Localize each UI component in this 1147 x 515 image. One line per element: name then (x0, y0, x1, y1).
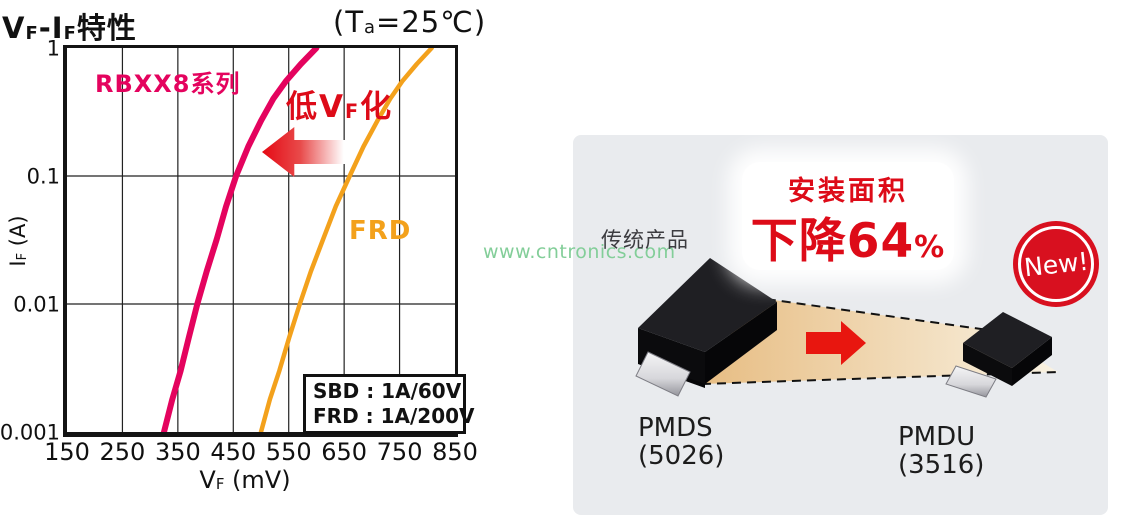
headline-backdrop (742, 162, 954, 270)
condition-sub: a (364, 17, 377, 39)
low-vf-annotation: 低VF化 (286, 81, 393, 126)
x-axis-label-main: V (199, 466, 216, 494)
spec-line-sbd: SBD : 1A/60V (313, 379, 462, 403)
spec-box: SBD : 1A/60V FRD : 1A/200V (303, 374, 475, 434)
series-label-rbxx8: RBXX8系列 (95, 70, 241, 98)
x-tick-label: 150 (44, 438, 90, 466)
pmds-right-face (705, 302, 777, 384)
x-tick-label: 350 (154, 438, 201, 466)
x-tick-label: 750 (376, 438, 423, 466)
pmds-name: PMDS (638, 413, 713, 443)
series-label-frd: FRD (349, 216, 412, 246)
pmdu-code: (3516) (898, 450, 985, 480)
watermark: www.cntronics.com (483, 241, 676, 263)
pmdu-top-face (963, 312, 1052, 368)
x-tick-label: 450 (210, 438, 257, 466)
pmds-code: (5026) (638, 441, 725, 471)
y-tick-label: 1 (46, 36, 60, 61)
headline-reduction-text: 下降64 (750, 214, 915, 269)
low-vf-part: 低 (286, 89, 319, 125)
figure-root: { "chart": { "title": {"p1":"V","s1":"F"… (0, 0, 1108, 515)
x-tick-label: 850 (432, 438, 478, 466)
pmds-package-graphic (635, 258, 777, 397)
chart-title-part: V (2, 11, 26, 45)
low-vf-sub: F (345, 100, 361, 124)
shrink-arrow-icon (806, 321, 866, 365)
condition-part: (T (333, 5, 365, 39)
x-axis-label-sub: F (215, 474, 225, 493)
pmds-label: PMDS (5026) (638, 414, 724, 470)
new-badge-label: New! (1022, 246, 1090, 282)
chart-title-part: 特性 (76, 11, 137, 45)
package-comparison-graphic (635, 258, 1059, 398)
legacy-product-label: 传统产品 (601, 228, 689, 252)
chart-condition: (Ta=25℃) (333, 5, 486, 39)
plot-frame (63, 45, 458, 437)
x-tick-label: 250 (99, 438, 146, 466)
y-axis-ticks: 1 0.1 0.01 0.001 (0, 0, 60, 504)
pmds-lead (635, 351, 691, 397)
pmdu-package-graphic (945, 312, 1052, 398)
pmdu-lead (945, 365, 997, 398)
low-vf-part: V (319, 89, 345, 125)
chart-title-sub: F (25, 23, 39, 45)
x-axis-label: VF (mV) (145, 466, 345, 494)
y-tick-label: 0.1 (26, 164, 60, 189)
pmdu-label: PMDU (3516) (898, 423, 984, 479)
low-vf-part: 化 (360, 89, 394, 125)
x-tick-label: 650 (321, 438, 368, 466)
y-tick-label: 0.001 (0, 420, 60, 445)
pmdu-front-face (963, 343, 1012, 386)
new-badge: New! (1013, 221, 1099, 307)
chart-title-part: -I (38, 11, 64, 45)
pmdu-right-face (1012, 337, 1052, 386)
dashed-line-top (751, 296, 989, 331)
new-badge-ring: New! (1018, 226, 1094, 302)
headline-reduction: 下降64% (736, 202, 960, 271)
x-tick-label: 550 (265, 438, 312, 466)
vf-if-plot (67, 48, 455, 432)
sbd-curve (161, 48, 320, 432)
pmds-top-face (638, 258, 777, 352)
pmdu-name: PMDU (898, 422, 976, 452)
condition-part: =25℃) (376, 5, 487, 39)
x-axis-label-unit: (mV) (224, 466, 291, 494)
spec-line-frd: FRD : 1A/200V (313, 404, 475, 428)
chart-title-sub: F (63, 23, 77, 45)
frd-curve (258, 48, 434, 432)
headline-mounting-area: 安装面积 (788, 176, 908, 207)
y-tick-label: 0.01 (13, 292, 60, 317)
headline-percent-sign: % (914, 230, 946, 265)
pmds-front-face (638, 328, 705, 384)
chart-title: VF-IF特性 (2, 5, 137, 47)
